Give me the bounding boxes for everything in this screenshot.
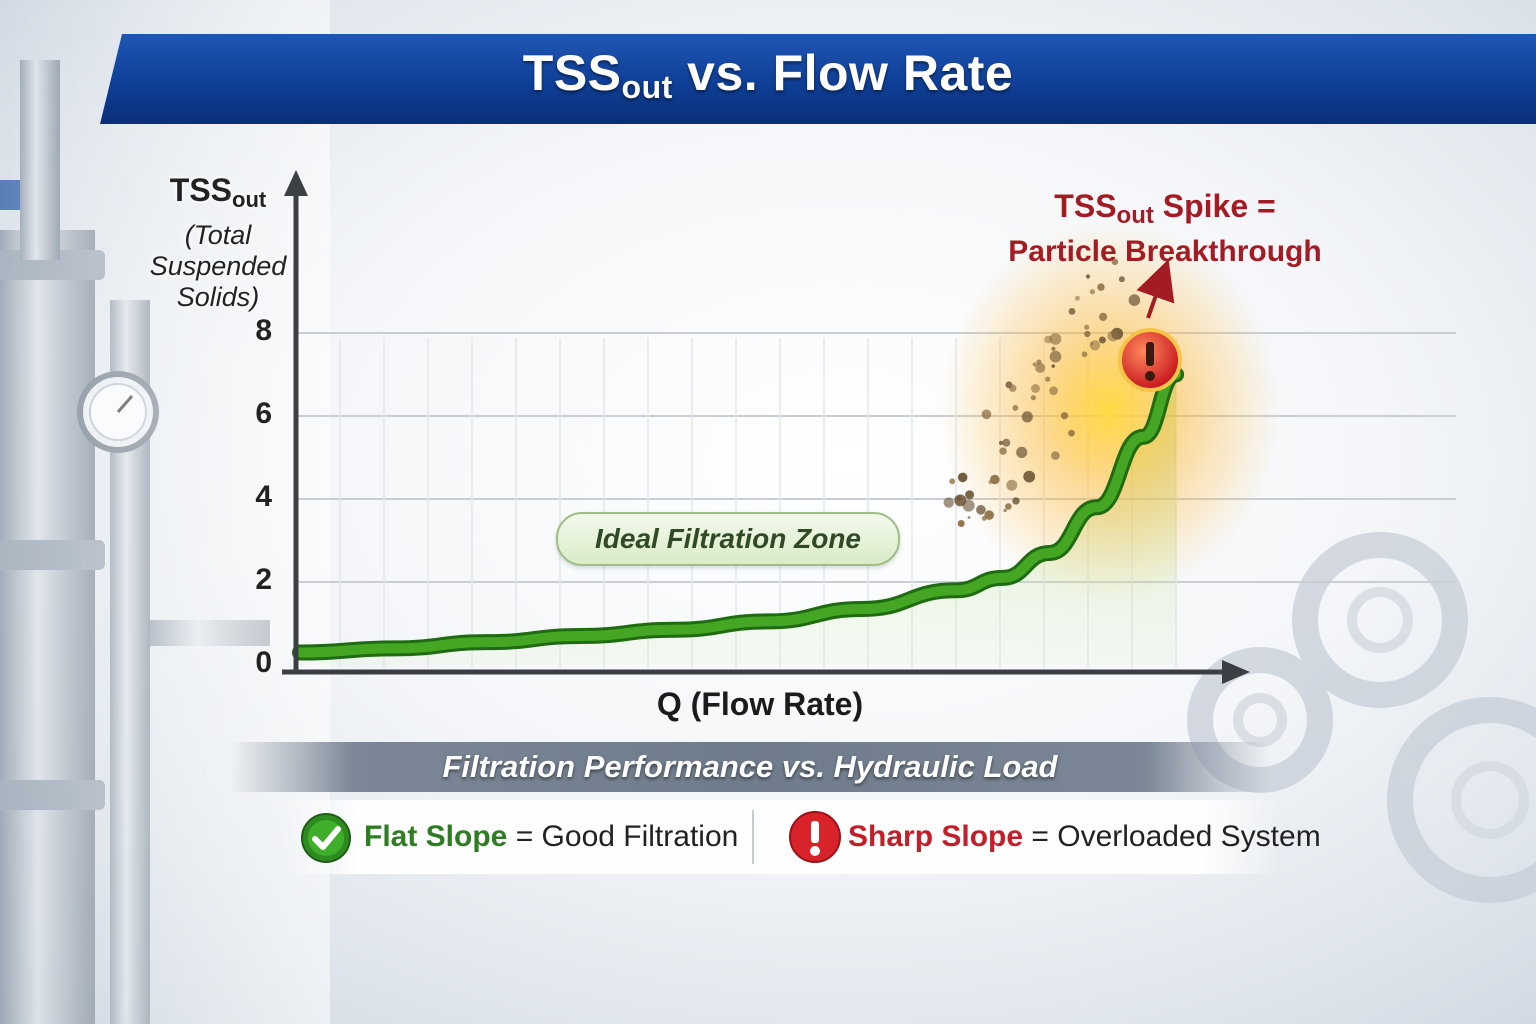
particle bbox=[1049, 386, 1058, 396]
particle bbox=[999, 447, 1007, 455]
particle bbox=[990, 474, 1000, 485]
legend-bad: Sharp Slope = Overloaded System bbox=[848, 820, 1321, 853]
y-axis bbox=[284, 170, 308, 672]
particle bbox=[967, 516, 971, 519]
particle bbox=[1023, 470, 1036, 483]
particle bbox=[998, 440, 1004, 446]
particle bbox=[1089, 340, 1101, 351]
particle bbox=[943, 497, 954, 508]
particle bbox=[1128, 294, 1141, 306]
particle bbox=[1068, 429, 1075, 437]
particle bbox=[954, 494, 967, 507]
x-axis bbox=[282, 660, 1250, 684]
particle bbox=[1049, 350, 1062, 363]
particle bbox=[981, 409, 992, 420]
legend: Flat Slope = Good Filtration Sharp Slope… bbox=[280, 800, 1321, 874]
ideal-zone-label: Ideal Filtration Zone bbox=[556, 512, 900, 566]
particle bbox=[949, 478, 956, 485]
particle bbox=[1051, 364, 1055, 368]
y-tick-label: 0 bbox=[255, 646, 272, 679]
particle bbox=[1031, 384, 1040, 393]
particle bbox=[1118, 276, 1125, 283]
particle bbox=[1003, 508, 1007, 513]
particle bbox=[1032, 362, 1037, 367]
particle bbox=[1081, 351, 1088, 358]
particle bbox=[1016, 446, 1028, 458]
particle bbox=[1084, 330, 1091, 338]
particle bbox=[965, 490, 975, 500]
warning-marker-icon bbox=[1118, 328, 1182, 392]
particle bbox=[1035, 362, 1046, 373]
particle bbox=[1060, 412, 1069, 420]
subtitle-banner bbox=[230, 742, 1270, 792]
particle bbox=[984, 510, 994, 520]
particle bbox=[1107, 330, 1119, 342]
x-axis-label: Q (Flow Rate) bbox=[656, 686, 864, 722]
particle bbox=[1074, 295, 1080, 301]
particle bbox=[1051, 346, 1056, 351]
chart-title: TSSout vs. Flow Rate bbox=[522, 45, 1014, 105]
legend-divider bbox=[752, 810, 754, 864]
particle bbox=[1009, 384, 1017, 392]
y-tick-label: 2 bbox=[255, 563, 272, 596]
particle bbox=[988, 480, 993, 485]
y-axis-label: TSSout (Total Suspended Solids) bbox=[149, 172, 287, 312]
particle bbox=[1021, 411, 1033, 423]
spike-annotation: TSSout Spike = Particle Breakthrough bbox=[1008, 188, 1322, 268]
particle bbox=[1089, 289, 1095, 295]
particle bbox=[1002, 438, 1011, 447]
legend-good: Flat Slope = Good Filtration bbox=[364, 820, 739, 853]
y-tick-label: 4 bbox=[255, 480, 272, 513]
spike-glow bbox=[940, 220, 1280, 600]
y-tick-label: 6 bbox=[255, 397, 272, 430]
particle bbox=[1098, 336, 1106, 344]
particle bbox=[957, 520, 965, 527]
check-circle-icon bbox=[301, 813, 351, 863]
tss-curve bbox=[295, 369, 1182, 658]
particle bbox=[1049, 333, 1062, 345]
y-tick-label: 8 bbox=[255, 314, 272, 347]
particle bbox=[1097, 283, 1105, 291]
particle-cloud bbox=[943, 258, 1141, 527]
particle bbox=[1044, 335, 1053, 344]
particle bbox=[957, 472, 968, 483]
spike-arrow bbox=[1136, 259, 1175, 319]
particle bbox=[1068, 308, 1076, 315]
particle bbox=[1099, 312, 1108, 321]
subtitle: Filtration Performance vs. Hydraulic Loa… bbox=[442, 749, 1058, 784]
particle bbox=[1085, 274, 1091, 279]
particle bbox=[1111, 258, 1119, 266]
particle bbox=[1084, 324, 1090, 330]
particle bbox=[1012, 405, 1019, 411]
title-banner bbox=[100, 34, 1536, 124]
particle bbox=[1030, 395, 1036, 401]
particle bbox=[1012, 497, 1020, 505]
particle bbox=[1045, 376, 1051, 382]
particle bbox=[1006, 479, 1018, 491]
particle bbox=[1051, 451, 1060, 460]
particle bbox=[1005, 503, 1012, 510]
exclamation-circle-icon bbox=[789, 811, 841, 863]
particle bbox=[976, 505, 986, 515]
